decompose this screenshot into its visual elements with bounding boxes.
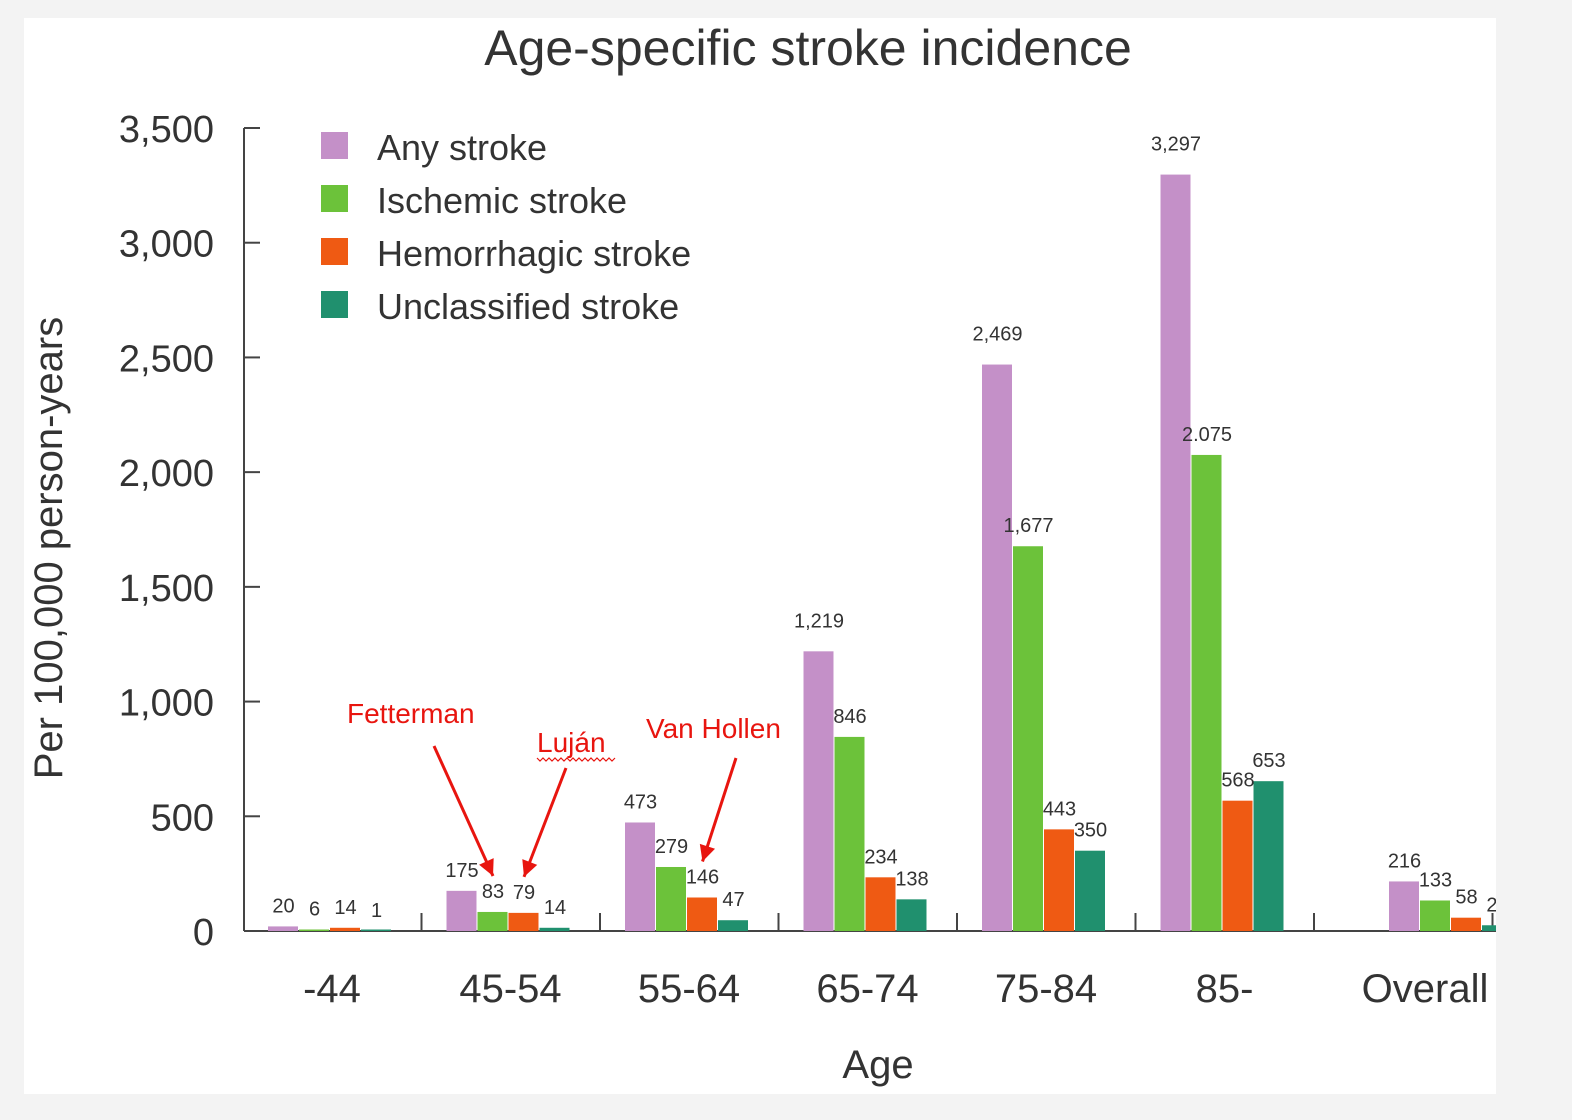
data-label: 14 (544, 897, 566, 919)
annotation-arrow-line (522, 767, 568, 878)
bar (477, 911, 508, 931)
bar (1222, 800, 1253, 931)
chart-title: Age-specific stroke incidence (484, 20, 1132, 76)
annotation-label: Luján (537, 727, 606, 758)
bar (539, 927, 570, 931)
legend-swatch (321, 185, 348, 212)
chart-card: Age-specific stroke incidence Per 100,00… (24, 18, 1496, 1094)
bar (896, 899, 927, 931)
bar (1044, 829, 1074, 931)
bar (1013, 546, 1043, 931)
annotation-label: Fetterman (347, 698, 475, 729)
bar (1451, 917, 1481, 931)
data-label: 175 (445, 860, 478, 882)
bar (687, 897, 717, 931)
bars (268, 174, 1496, 932)
x-category-label: 45-54 (459, 967, 561, 1011)
annotation-arrowhead (522, 859, 538, 877)
data-label: 6 (309, 899, 320, 921)
annotation-label: Van Hollen (646, 713, 781, 744)
stroke-incidence-chart: Age-specific stroke incidence Per 100,00… (27, 20, 1496, 1087)
legend-label: Hemorrhagic stroke (377, 233, 691, 274)
data-label: 234 (864, 846, 897, 868)
data-label: 14 (334, 897, 356, 919)
data-label: 1,219 (794, 610, 844, 632)
legend-label: Unclassified stroke (377, 286, 679, 327)
data-label: 2.075 (1182, 424, 1232, 446)
data-label: 133 (1419, 869, 1452, 891)
legend-swatch (321, 238, 348, 265)
legend-swatch (321, 132, 348, 159)
data-label: 47 (722, 889, 744, 911)
legend-label: Ischemic stroke (377, 180, 627, 221)
bar (1420, 900, 1450, 931)
data-label: 216 (1388, 850, 1421, 872)
data-label: 20 (272, 895, 294, 917)
x-axis-title: Age (842, 1043, 913, 1087)
y-tick-label: 2,000 (119, 453, 214, 495)
bar (361, 929, 391, 931)
bar (299, 929, 329, 931)
y-tick-label: 2,500 (119, 338, 214, 380)
data-label: 653 (1252, 750, 1285, 772)
y-tick-label: 500 (151, 797, 214, 839)
annotation-arrow-line (432, 745, 495, 877)
data-label: 1,677 (1003, 515, 1053, 537)
bar (625, 822, 655, 931)
annotation-squiggle (536, 757, 616, 762)
data-label: 568 (1221, 770, 1254, 792)
data-label: 473 (624, 791, 657, 813)
data-labels: 20 175 473 1,219 2,469 3,297 216 6 83 279 846 1,677… (272, 134, 1496, 922)
y-tick-label: 1,000 (119, 683, 214, 725)
bar (330, 927, 360, 931)
bar (1482, 925, 1496, 931)
bar (865, 877, 896, 931)
data-label: 350 (1074, 820, 1107, 842)
data-label: 1 (371, 900, 382, 922)
bar (446, 890, 477, 931)
data-label: 83 (482, 881, 504, 903)
y-tick-label: 3,000 (119, 224, 214, 266)
annotation-arrowhead (479, 858, 494, 876)
legend-label: Any stroke (377, 127, 547, 168)
x-category-label: 65-74 (816, 967, 918, 1011)
y-tick-label: 1,500 (119, 568, 214, 610)
data-label: 58 (1455, 887, 1477, 909)
data-label: 25 (1486, 894, 1496, 916)
y-tick-label: 3,500 (119, 109, 214, 151)
data-label: 138 (895, 868, 928, 890)
bar (1389, 881, 1419, 931)
legend-swatch (321, 291, 348, 318)
x-category-label: Overall (1362, 967, 1489, 1011)
bar (1160, 174, 1191, 932)
y-tick-label: 0 (193, 912, 214, 954)
annotations: Fetterman Luján Van Hollen (347, 698, 781, 878)
annotation-arrowhead (699, 843, 716, 862)
y-axis-title: Per 100,000 person-years (27, 317, 71, 780)
data-label: 443 (1043, 798, 1076, 820)
legend: Any stroke Ischemic stroke Hemorrhagic str… (321, 127, 691, 327)
data-label: 846 (833, 706, 866, 728)
data-label: 79 (513, 882, 535, 904)
bar (656, 866, 686, 931)
data-label: 279 (655, 836, 688, 858)
data-label: 2,469 (972, 324, 1022, 346)
annotation-arrow-line (701, 757, 738, 862)
x-category-label: 75-84 (995, 967, 1097, 1011)
bar (982, 364, 1012, 931)
bar (1075, 850, 1105, 931)
bar (803, 651, 834, 931)
x-category-label: 85- (1196, 967, 1254, 1011)
x-category-label: 55-64 (638, 967, 740, 1011)
data-label: 3,297 (1151, 134, 1201, 156)
x-category-label: -44 (303, 967, 361, 1011)
bar (834, 736, 865, 931)
bar (1191, 454, 1222, 931)
data-label: 146 (686, 867, 719, 889)
bar (718, 920, 748, 931)
bar (508, 912, 539, 931)
axes: 0 500 1,000 1,500 2,000 2,500 3,000 3,500 -44 45-… (119, 109, 1496, 1011)
bar (1253, 781, 1284, 931)
bar (268, 926, 298, 931)
